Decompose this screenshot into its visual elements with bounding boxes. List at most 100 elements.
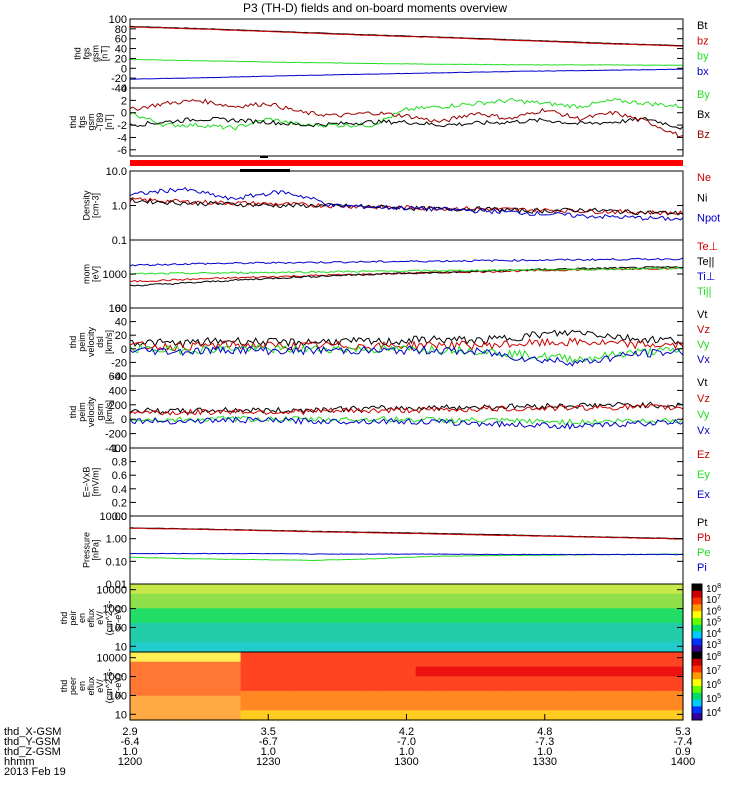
peir-en-eflux-cell: [323, 632, 334, 639]
peir-en-eflux-cell: [424, 618, 435, 624]
peer-en-eflux-cell: [259, 676, 269, 682]
peir-en-eflux-cell: [268, 637, 279, 643]
peer-en-eflux-cell: [231, 700, 242, 707]
peir-en-eflux-cell: [314, 603, 325, 609]
peir-en-eflux-cell: [397, 642, 408, 648]
peir-en-eflux-cell: [185, 642, 196, 648]
peer-en-eflux-cell: [305, 690, 315, 697]
peir-en-eflux-cell: [434, 642, 444, 648]
peir-en-eflux-cell: [471, 608, 481, 614]
peir-en-eflux-cell: [535, 647, 546, 653]
peer-en-eflux-cell: [590, 705, 601, 711]
peir-en-eflux-cell: [369, 603, 380, 609]
peir-en-eflux-cell: [259, 608, 269, 614]
peer-en-eflux-cell: [212, 671, 223, 677]
e-vxb-y-tick-label: 0.2: [112, 497, 127, 509]
peer-en-eflux-cell: [590, 666, 601, 673]
peir-en-eflux-cell: [277, 603, 288, 609]
peir-en-eflux-cell: [397, 608, 408, 614]
peir-en-eflux-cell: [424, 637, 435, 643]
peer-en-eflux-cell: [249, 710, 260, 716]
peer-en-eflux-cell: [212, 715, 223, 721]
peer-en-eflux-cell: [212, 690, 223, 697]
peer-en-eflux-cell: [130, 705, 140, 711]
peir-en-eflux-cell: [176, 632, 186, 639]
peir-en-eflux-cell: [563, 647, 573, 653]
peir-en-eflux-cell: [526, 627, 537, 634]
peer-en-eflux-cell: [535, 676, 546, 682]
peer-en-eflux-cell: [489, 652, 500, 658]
peir-en-eflux-cell: [176, 584, 186, 590]
peir-en-eflux-cell: [166, 622, 177, 629]
peer-en-eflux-cell: [471, 715, 481, 721]
peer-en-eflux-cell: [526, 710, 537, 716]
peer-en-eflux-cell: [618, 686, 629, 692]
peir-en-eflux-cell: [157, 627, 168, 634]
peir-en-eflux-cell: [424, 588, 435, 595]
peer-en-eflux-cell: [249, 715, 260, 721]
peer-en-eflux-cell: [139, 681, 149, 687]
peir-en-eflux-cell: [517, 642, 527, 648]
peer-en-eflux-cell: [443, 671, 454, 677]
peir-en-eflux-cell: [259, 642, 269, 648]
peer-en-eflux-cell: [176, 695, 186, 702]
peir-en-eflux-cell: [268, 584, 279, 590]
peir-en-eflux-cell: [563, 593, 573, 600]
peir-en-eflux-cell: [305, 622, 315, 629]
colorbar-label: 106: [706, 605, 721, 617]
peir-en-eflux-cell: [544, 588, 555, 595]
peir-en-eflux-cell: [581, 627, 592, 634]
peir-en-eflux-cell: [452, 588, 463, 595]
peer-en-eflux-cell: [461, 661, 472, 668]
peir-en-eflux-cell: [452, 598, 463, 605]
peir-en-eflux-cell: [139, 647, 149, 653]
peir-en-eflux-cell: [203, 647, 214, 653]
peim-velocity-dsl-y-tick-label: 40: [115, 317, 127, 329]
peir-en-eflux-cell: [535, 637, 546, 643]
peer-en-eflux-cell: [314, 715, 325, 721]
peir-en-eflux-cell: [646, 588, 656, 595]
peir-en-eflux-cell: [572, 637, 583, 643]
peir-en-eflux-cell: [673, 613, 684, 619]
peer-en-eflux-spectrogram: [130, 652, 684, 721]
peer-en-eflux-cell: [646, 676, 656, 682]
peir-en-eflux-cell: [600, 642, 610, 648]
peer-en-eflux-cell: [157, 661, 168, 668]
peir-en-eflux-cell: [342, 642, 352, 648]
peer-en-eflux-cell: [212, 652, 223, 658]
legend-Pi: Pi: [697, 562, 707, 574]
peer-en-eflux-cell: [351, 690, 361, 697]
peir-en-eflux-cell: [231, 618, 242, 624]
peir-en-eflux-cell: [415, 632, 426, 639]
peir-en-eflux-cell: [498, 622, 509, 629]
peir-en-eflux-y-tick-label: 10000: [96, 585, 127, 597]
peir-en-eflux-cell: [240, 647, 251, 653]
peir-en-eflux-cell: [222, 613, 232, 619]
peer-en-eflux-cell: [636, 676, 647, 682]
peer-en-eflux-cell: [342, 652, 352, 658]
peer-en-eflux-cell: [295, 700, 306, 707]
legend-Vy: Vy: [697, 409, 710, 421]
peer-en-eflux-cell: [664, 700, 675, 707]
peir-en-eflux-cell: [517, 632, 527, 639]
peer-en-eflux-cell: [130, 715, 140, 721]
peir-en-eflux-cell: [572, 613, 583, 619]
peer-en-eflux-cell: [434, 700, 444, 707]
peir-en-eflux-cell: [277, 632, 288, 639]
peer-en-eflux-cell: [434, 671, 444, 677]
peer-en-eflux-cell: [295, 695, 306, 702]
peir-en-eflux-cell: [240, 584, 251, 590]
peir-en-eflux-cell: [176, 598, 186, 605]
peer-en-eflux-cell: [388, 671, 398, 677]
peer-en-eflux-cell: [194, 661, 205, 668]
peir-en-eflux-cell: [222, 622, 232, 629]
peer-en-eflux-cell: [636, 695, 647, 702]
peer-en-eflux-cell: [212, 656, 223, 663]
peer-en-eflux-cell: [323, 705, 334, 711]
peir-en-eflux-cell: [166, 608, 177, 614]
peer-en-eflux-cell: [406, 715, 417, 721]
peer-en-eflux-cell: [572, 700, 583, 707]
legend-Ti||: Ti||: [697, 286, 711, 298]
peer-en-eflux-cell: [489, 661, 500, 668]
